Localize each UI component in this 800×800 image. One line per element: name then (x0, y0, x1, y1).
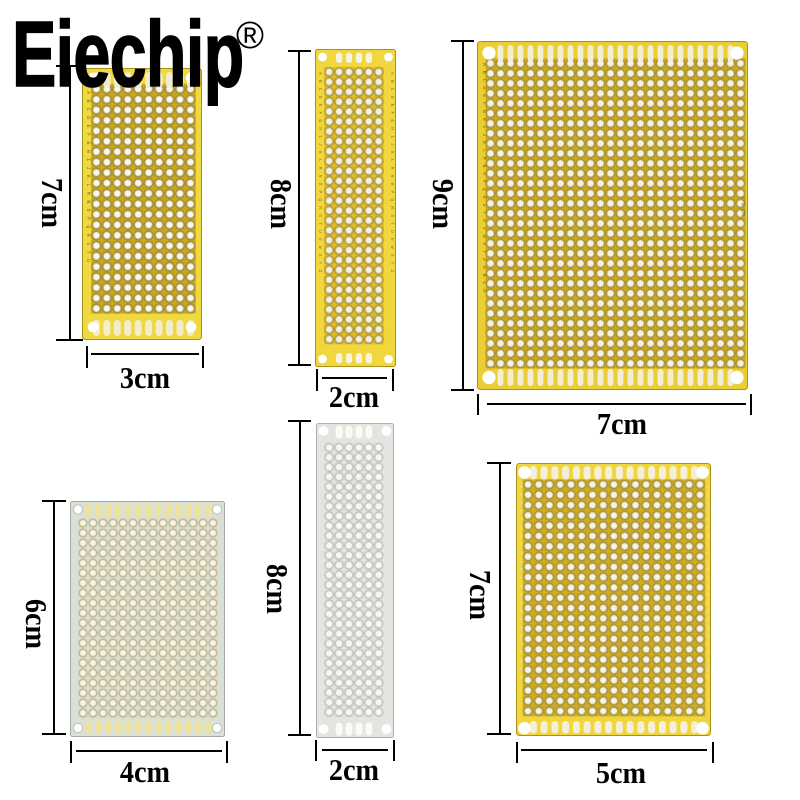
svg-text:ABCDEFGHIJKLMNOPQRSTUVWXYZ: ABCDEFGHIJKLMNOPQRSTUVWXYZ (317, 72, 323, 277)
svg-text:ABCDEFGHIJKLMNOPQRSTU: ABCDEFGHIJKLMNOPQRSTU (85, 91, 91, 267)
svg-text:ABCDEFGHIJKLMNOPQRSTUVWX: ABCDEFGHIJKLMNOPQRSTUVWX (518, 485, 524, 684)
svg-text:ABCDEFGHIJKLMNOPQRSTUVWX: ABCDEFGHIJKLMNOPQRSTUVWX (704, 485, 710, 684)
svg-text:ABCDEFGHIJKLMNOPQRSTUVWXYZABCD: ABCDEFGHIJKLMNOPQRSTUVWXYZABCD (481, 63, 487, 297)
svg-text:ABCDEFGHIJKLMNOPQRSTUVWXYZ: ABCDEFGHIJKLMNOPQRSTUVWXYZ (389, 72, 395, 277)
svg-text:7*9 CM: 7*9 CM (740, 196, 747, 216)
